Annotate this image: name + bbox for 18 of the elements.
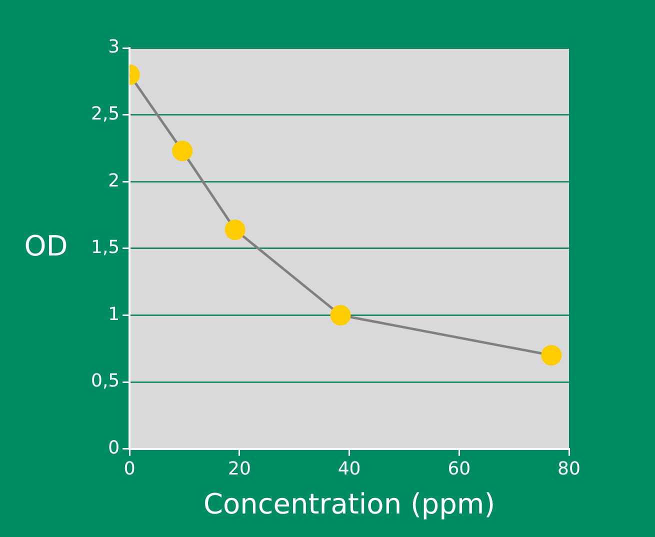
y-tick-label: 2,5 — [90, 103, 120, 124]
x-tick-label: 80 — [558, 458, 580, 480]
point — [224, 219, 246, 240]
x-tick-label: 40 — [338, 458, 361, 480]
point — [541, 345, 562, 366]
x-tick-label: 0 — [124, 458, 136, 480]
x-axis-title: Concentration (ppm) — [203, 487, 496, 520]
y-axis-title: OD — [24, 230, 68, 263]
point — [172, 140, 193, 162]
y-tick-label: 0,5 — [90, 370, 120, 392]
x-tick-label: 20 — [228, 458, 251, 480]
point — [330, 304, 351, 326]
y-tick-label: 3 — [108, 36, 120, 58]
y-tick-label: 1,5 — [90, 237, 120, 258]
y-tick-label: 0 — [108, 437, 120, 458]
x-tick-label: 60 — [448, 458, 471, 480]
y-tick-label: 1 — [108, 304, 120, 325]
y-tick-label: 2 — [108, 170, 120, 192]
